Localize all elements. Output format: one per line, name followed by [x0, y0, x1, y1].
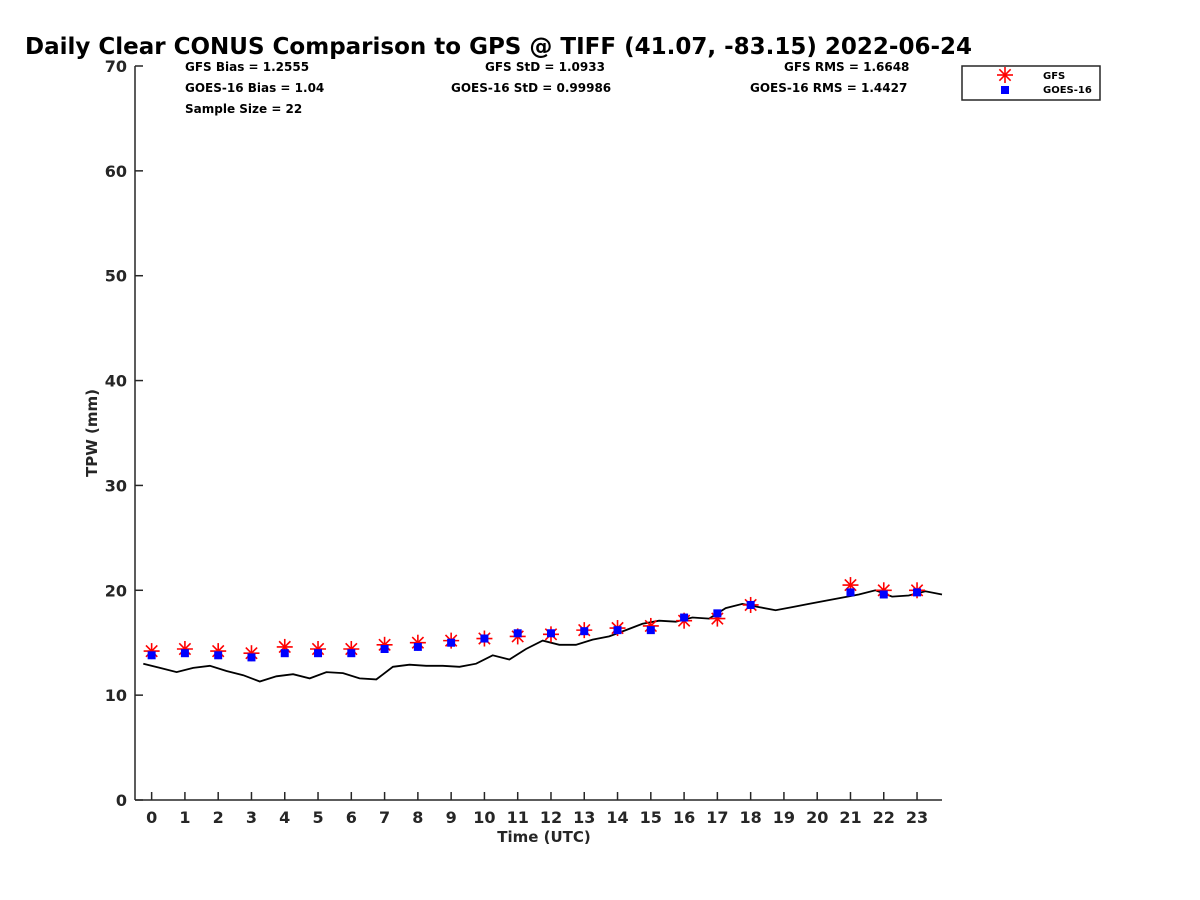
gfs-rms-label: GFS RMS = 1.6648	[784, 60, 909, 74]
goes-point	[280, 649, 289, 658]
goes-point	[613, 626, 622, 635]
goes-point	[513, 629, 522, 638]
x-tick-label: 1	[179, 808, 190, 827]
x-tick-label: 21	[839, 808, 861, 827]
x-tick-label: 2	[213, 808, 224, 827]
goes-point	[380, 645, 389, 654]
y-axis-label: TPW (mm)	[83, 389, 101, 477]
x-ticks: 0 1 2 3 4 5 6 7 8 9 10 11 12 13 14 15 16 17 18 19 20 21 22 23	[146, 792, 928, 827]
x-tick-label: 10	[473, 808, 495, 827]
y-tick-label: 40	[105, 372, 127, 391]
x-tick-label: 18	[740, 808, 762, 827]
goes-point	[879, 590, 888, 599]
legend-box	[961, 65, 1101, 101]
goes-point	[147, 651, 156, 660]
goes-bias-label: GOES-16 Bias = 1.04	[185, 81, 324, 95]
y-tick-label: 50	[105, 267, 127, 286]
y-tick-label: 10	[105, 686, 127, 705]
goes-point	[180, 649, 189, 658]
goes-series	[147, 588, 922, 662]
x-tick-label: 17	[706, 808, 728, 827]
chart-title: Daily Clear CONUS Comparison to GPS @ TI…	[25, 34, 972, 60]
x-tick-label: 16	[673, 808, 695, 827]
goes-point	[746, 600, 755, 609]
x-tick-label: 13	[573, 808, 595, 827]
gfs-series	[143, 577, 926, 662]
goes-point	[580, 627, 589, 636]
goes-std-label: GOES-16 StD = 0.99986	[451, 81, 611, 95]
goes-point	[646, 626, 655, 635]
legend-gfs-label: GFS	[1043, 71, 1065, 82]
legend-goes-marker	[1001, 86, 1009, 94]
x-tick-label: 9	[446, 808, 457, 827]
goes-point	[214, 651, 223, 660]
x-tick-label: 5	[312, 808, 323, 827]
goes-rms-label: GOES-16 RMS = 1.4427	[750, 81, 907, 95]
x-tick-label: 15	[640, 808, 662, 827]
goes-point	[913, 588, 922, 597]
x-tick-label: 11	[507, 808, 529, 827]
gps-line	[143, 589, 943, 683]
sample-size-label: Sample Size = 22	[185, 102, 302, 116]
legend-gfs-asterisk	[997, 67, 1013, 83]
x-tick-label: 8	[412, 808, 423, 827]
x-tick-label: 22	[873, 808, 895, 827]
goes-point	[713, 609, 722, 618]
y-ticks: 0 10 20 30 40 50 60 70	[105, 57, 143, 810]
goes-point	[447, 638, 456, 647]
gfs-std-label: GFS StD = 1.0933	[485, 60, 605, 74]
legend-goes-label: GOES-16	[1043, 85, 1092, 96]
x-tick-label: 4	[279, 808, 290, 827]
gfs-bias-label: GFS Bias = 1.2555	[185, 60, 309, 74]
x-tick-label: 6	[346, 808, 357, 827]
goes-point	[347, 649, 356, 658]
gps-series	[143, 589, 943, 683]
x-tick-label: 12	[540, 808, 562, 827]
y-tick-label: 0	[116, 791, 127, 810]
y-tick-label: 70	[105, 57, 127, 76]
x-tick-label: 0	[146, 808, 157, 827]
x-tick-label: 20	[806, 808, 828, 827]
goes-point	[314, 649, 323, 658]
x-tick-label: 14	[606, 808, 628, 827]
x-tick-label: 3	[246, 808, 257, 827]
x-axis-label: Time (UTC)	[497, 828, 591, 846]
x-tick-label: 19	[773, 808, 795, 827]
legend-gfs-marker	[997, 67, 1013, 83]
goes-point	[413, 642, 422, 651]
legend: GFS GOES-16	[961, 65, 1101, 101]
x-tick-label: 7	[379, 808, 390, 827]
y-tick-label: 60	[105, 162, 127, 181]
y-tick-label: 20	[105, 581, 127, 600]
goes-point	[680, 613, 689, 622]
x-tick-label: 23	[906, 808, 928, 827]
goes-point	[247, 653, 256, 662]
goes-point	[546, 629, 555, 638]
goes-point	[846, 588, 855, 597]
y-tick-label: 30	[105, 476, 127, 495]
goes-point	[480, 634, 489, 643]
